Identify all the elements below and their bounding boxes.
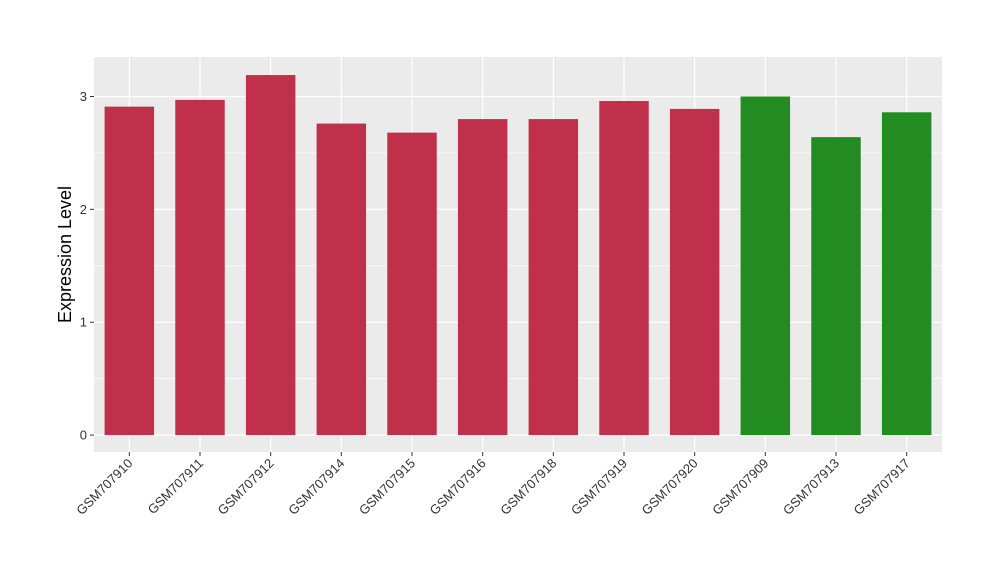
bar-GSM707916 — [457, 119, 508, 436]
x-tick-label: GSM707915 — [356, 456, 418, 518]
x-tick-label: GSM707916 — [427, 456, 489, 518]
x-tick-label: GSM707912 — [215, 456, 277, 518]
y-tick-label: 0 — [80, 428, 87, 443]
y-tick-label: 1 — [80, 315, 87, 330]
x-tick-label: GSM707910 — [73, 456, 135, 518]
plot-panel — [94, 57, 942, 452]
y-axis: 0 1 2 3 — [80, 89, 94, 443]
grid-minor — [94, 152, 942, 379]
bar-GSM707913 — [811, 137, 861, 436]
bar-GSM707909 — [740, 96, 791, 436]
bar-GSM707911 — [175, 99, 225, 436]
y-tick-label: 3 — [80, 89, 87, 104]
x-tick-label: GSM707917 — [851, 456, 913, 518]
bar-GSM707915 — [387, 132, 437, 436]
y-axis-title: Expression Level — [55, 186, 75, 323]
bar-GSM707919 — [599, 101, 649, 436]
y-tick-label: 2 — [80, 202, 87, 217]
x-tick-label: GSM707911 — [145, 456, 207, 518]
bars — [104, 75, 932, 436]
x-tick-label: GSM707918 — [497, 456, 559, 518]
x-tick-label: GSM707909 — [709, 456, 771, 518]
bar-GSM707920 — [669, 108, 720, 436]
bar-GSM707917 — [881, 112, 932, 436]
x-tick-label: GSM707914 — [285, 456, 347, 518]
x-axis: GSM707910 GSM707911 GSM707912 GSM707914 GSM7… — [73, 452, 913, 518]
x-tick-label: GSM707919 — [568, 456, 630, 518]
bar-GSM707912 — [245, 75, 296, 436]
x-tick-label: GSM707920 — [639, 456, 701, 518]
bar-GSM707914 — [316, 123, 367, 436]
bar-GSM707910 — [104, 106, 155, 436]
x-tick-label: GSM707913 — [780, 456, 842, 518]
bar-GSM707918 — [528, 119, 579, 436]
